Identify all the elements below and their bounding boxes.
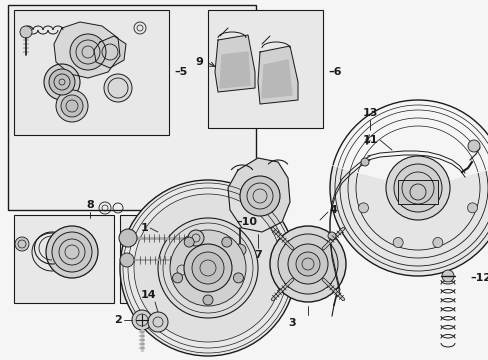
Circle shape: [240, 176, 280, 216]
Circle shape: [119, 229, 137, 247]
Polygon shape: [262, 60, 291, 98]
Circle shape: [20, 26, 32, 38]
Text: 11: 11: [362, 135, 377, 145]
Text: 8: 8: [86, 200, 94, 210]
Polygon shape: [227, 158, 289, 232]
Text: 13: 13: [362, 108, 377, 118]
Circle shape: [184, 237, 194, 247]
Circle shape: [360, 158, 368, 166]
Circle shape: [120, 253, 134, 267]
Circle shape: [393, 164, 441, 212]
Circle shape: [148, 312, 168, 332]
Circle shape: [120, 180, 295, 356]
Polygon shape: [258, 46, 297, 104]
Text: 3: 3: [287, 318, 295, 328]
Text: 9: 9: [195, 57, 203, 67]
Bar: [207, 10, 323, 128]
Circle shape: [203, 295, 213, 305]
Circle shape: [158, 218, 258, 318]
Circle shape: [192, 252, 224, 284]
Circle shape: [295, 252, 319, 276]
Circle shape: [49, 69, 75, 95]
Polygon shape: [54, 22, 120, 78]
Circle shape: [278, 234, 337, 294]
Circle shape: [170, 230, 245, 306]
Bar: [14, 215, 114, 303]
Circle shape: [432, 238, 442, 248]
Circle shape: [56, 90, 88, 122]
Circle shape: [173, 261, 191, 279]
Circle shape: [441, 270, 453, 282]
Circle shape: [234, 244, 245, 256]
Bar: [8, 5, 256, 210]
Wedge shape: [337, 105, 488, 188]
Circle shape: [52, 232, 92, 272]
Text: –10: –10: [236, 217, 257, 227]
Bar: [14, 10, 169, 135]
Bar: [120, 215, 229, 303]
Circle shape: [61, 95, 83, 117]
Circle shape: [467, 203, 476, 213]
Circle shape: [222, 237, 231, 247]
Wedge shape: [342, 110, 488, 188]
Wedge shape: [330, 98, 488, 188]
Circle shape: [358, 203, 368, 213]
Bar: [397, 180, 437, 204]
Circle shape: [104, 74, 132, 102]
Text: –5: –5: [174, 67, 187, 77]
Circle shape: [287, 244, 327, 284]
Polygon shape: [220, 52, 249, 88]
Circle shape: [191, 255, 204, 269]
Text: 1: 1: [140, 223, 148, 233]
Circle shape: [329, 100, 488, 276]
Circle shape: [70, 34, 106, 70]
Circle shape: [172, 273, 182, 283]
Circle shape: [233, 273, 243, 283]
Text: 4: 4: [329, 205, 337, 215]
Text: –6: –6: [327, 67, 341, 77]
Circle shape: [132, 310, 152, 330]
Wedge shape: [350, 118, 485, 188]
Wedge shape: [357, 126, 477, 188]
Circle shape: [15, 237, 29, 251]
Circle shape: [46, 226, 98, 278]
Circle shape: [44, 64, 80, 100]
Polygon shape: [94, 36, 126, 68]
Circle shape: [467, 140, 479, 152]
Text: 7: 7: [254, 250, 262, 260]
Circle shape: [392, 238, 402, 248]
Text: 2: 2: [114, 315, 122, 325]
Circle shape: [183, 244, 231, 292]
Circle shape: [327, 232, 335, 240]
Circle shape: [134, 194, 282, 342]
Circle shape: [385, 156, 449, 220]
Circle shape: [187, 230, 203, 246]
Text: 14: 14: [140, 290, 156, 300]
Text: –12: –12: [469, 273, 488, 283]
Circle shape: [269, 226, 346, 302]
Polygon shape: [215, 35, 254, 92]
